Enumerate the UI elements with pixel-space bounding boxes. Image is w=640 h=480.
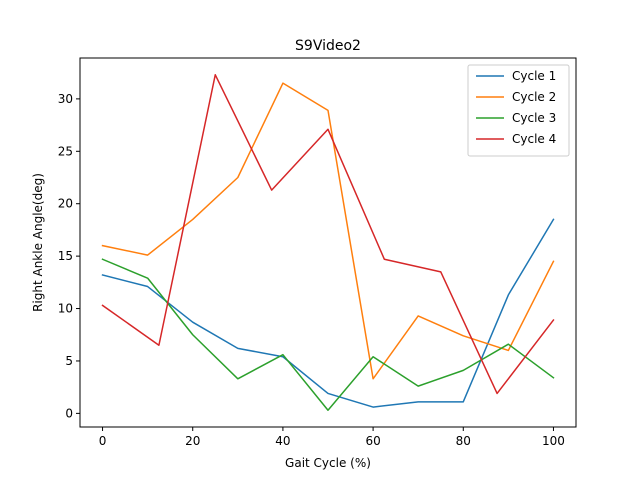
- y-axis-label: Right Ankle Angle(deg): [31, 173, 45, 312]
- series-lines: [101, 74, 555, 411]
- legend-box: [467, 64, 570, 157]
- y-tick-label: 0: [65, 406, 73, 420]
- axis-ticks: 0 20 40 60 80 100 0 5 10 15 20 25 30: [58, 92, 565, 448]
- x-tick-label: 0: [99, 434, 107, 448]
- legend-label: Cycle 1: [512, 69, 556, 83]
- y-tick-label: 20: [58, 197, 73, 211]
- y-tick-label: 5: [65, 354, 73, 368]
- y-tick-label: 10: [58, 302, 73, 316]
- series-line-cycle-4: [101, 74, 555, 395]
- series-line-cycle-1: [101, 218, 555, 408]
- x-axis-label: Gait Cycle (%): [285, 456, 371, 470]
- y-tick-label: 15: [58, 249, 73, 263]
- y-tick-label: 25: [58, 144, 73, 158]
- x-tick-label: 60: [365, 434, 380, 448]
- y-tick-label: 30: [58, 92, 73, 106]
- x-tick-label: 20: [185, 434, 200, 448]
- x-tick-label: 80: [456, 434, 471, 448]
- chart-title: S9Video2: [295, 38, 361, 54]
- plot-frame: [79, 57, 577, 428]
- series-line-cycle-3: [101, 258, 555, 411]
- legend-label: Cycle 4: [512, 132, 556, 146]
- series-line-cycle-2: [101, 82, 555, 380]
- legend-label: Cycle 3: [512, 111, 556, 125]
- x-tick-label: 40: [275, 434, 290, 448]
- legend: Cycle 1 Cycle 2 Cycle 3 Cycle 4: [467, 64, 570, 157]
- legend-label: Cycle 2: [512, 90, 556, 104]
- x-tick-label: 100: [542, 434, 565, 448]
